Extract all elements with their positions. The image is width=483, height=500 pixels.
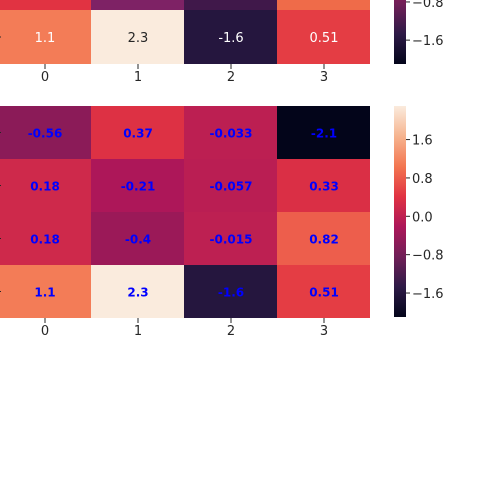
heatmap-cell: [184, 159, 277, 212]
heatmap-cell: [184, 212, 277, 265]
cell-label: 0.51: [309, 286, 339, 300]
colorbar-tick-label: 0.8: [412, 172, 433, 187]
cell-label: 0.33: [309, 180, 339, 194]
heatmap-cell: [184, 10, 277, 64]
colorbar-tick-label: 1.6: [412, 134, 433, 149]
colorbar-tick-label: −1.6: [412, 287, 444, 302]
heatmap-cell: [0, 159, 91, 212]
colorbar-bottom: 1.6 0.8 0.0 −0.8 −1.6: [394, 106, 444, 317]
heatmap-cell: [0, 10, 91, 64]
x-tick-label: 3: [320, 70, 328, 85]
x-tick-label: 0: [41, 70, 49, 85]
x-tick-label: 0: [41, 324, 49, 339]
cell-label: -0.015: [210, 233, 253, 247]
heatmap-cell: [277, 106, 370, 159]
cell-label: -0.057: [210, 180, 253, 194]
heatmap-cell: [91, 212, 184, 265]
colorbar-strip: [394, 0, 406, 64]
heatmap-cell: [277, 10, 370, 64]
colorbar-top: −0.8 −1.6: [394, 0, 444, 64]
heatmap-cell: [91, 106, 184, 159]
x-tick-label: 1: [134, 70, 142, 85]
heatmap-cell: [91, 265, 184, 318]
heatmap-cell-partial: [184, 0, 277, 10]
cell-label: -0.4: [125, 233, 151, 247]
cell-label: 0.51: [310, 31, 339, 46]
cell-label: 2.3: [128, 31, 149, 46]
cell-label: 0.18: [30, 233, 60, 247]
heatmap-cell-partial: [91, 0, 184, 10]
heatmap-top: 1.1 2.3 -1.6 0.51 0 1 2 3: [0, 0, 370, 85]
cell-label: -2.1: [311, 127, 337, 141]
cell-label: 0.37: [123, 127, 153, 141]
heatmap-cell: [0, 106, 91, 159]
cell-label: -0.033: [210, 127, 253, 141]
x-tick-label: 1: [134, 324, 142, 339]
x-tick-label: 2: [227, 324, 235, 339]
cell-label: -1.6: [218, 286, 244, 300]
heatmap-bottom: -0.56 0.37 -0.033 -2.1 0.18 -0.21 -0.057 0.33 0.…: [0, 106, 370, 339]
heatmap-cell: [0, 212, 91, 265]
heatmap-cell: [0, 265, 91, 318]
cell-label: 0.18: [30, 180, 60, 194]
colorbar-tick-label: 0.0: [412, 210, 433, 225]
cell-label: 1.1: [35, 31, 56, 46]
heatmap-cell: [184, 265, 277, 318]
cell-label: 0.82: [309, 233, 339, 247]
heatmap-cell: [184, 106, 277, 159]
heatmap-cell-partial: [277, 0, 370, 10]
heatmap-cell-partial: [0, 0, 91, 10]
heatmap-cell: [277, 212, 370, 265]
x-tick-label: 2: [227, 70, 235, 85]
cell-label: 2.3: [127, 286, 148, 300]
heatmap-cell: [277, 159, 370, 212]
colorbar-strip: [394, 106, 406, 317]
x-tick-label: 3: [320, 324, 328, 339]
heatmap-cell: [277, 265, 370, 318]
cell-label: -0.21: [121, 180, 156, 194]
heatmap-cell: [91, 10, 184, 64]
cell-label: -1.6: [218, 31, 243, 46]
cell-label: 1.1: [34, 286, 55, 300]
colorbar-tick-label: −0.8: [412, 249, 444, 264]
colorbar-tick-label: −0.8: [412, 0, 444, 11]
colorbar-tick-label: −1.6: [412, 34, 444, 49]
heatmap-cell: [91, 159, 184, 212]
cell-label: -0.56: [28, 127, 63, 141]
